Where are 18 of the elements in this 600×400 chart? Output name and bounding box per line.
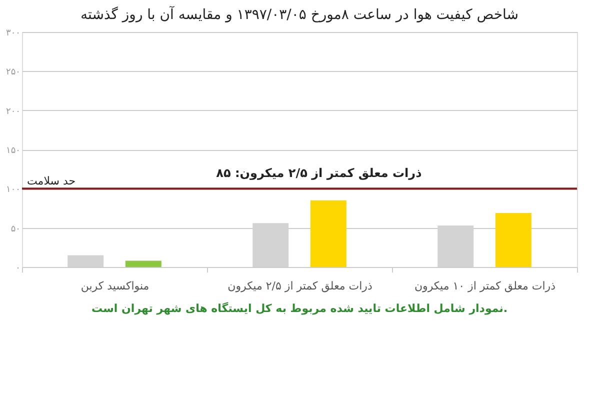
y-tick-label: ۲۰۰: [6, 106, 20, 117]
y-tick-label: ۵۰: [10, 224, 20, 234]
bar: [310, 200, 346, 267]
x-tick-label: منواکسید کربن: [80, 280, 150, 292]
bar: [495, 212, 532, 267]
y-tick-label: ۰: [16, 264, 20, 274]
bar: [68, 255, 104, 267]
y-tick-label: ۱۵۰: [6, 146, 20, 156]
ref-line-label: حد سلامت: [27, 174, 76, 188]
annotation: ذرات معلق کمتر از ۲/۵ میکرون: ۸۵: [216, 166, 422, 180]
y-tick-label: ۲۵۰: [6, 68, 20, 78]
text: نمودار شامل اطلاعات تایید شده مربوط به کل ایستگاه های شهر تهران است.: [91, 302, 508, 315]
y-tick-label: ۳۰۰: [6, 28, 20, 38]
bar: [125, 260, 162, 267]
x-tick-label: ذرات معلق کمتر از ۱۰ میکرون: [414, 280, 556, 292]
x-tick-label: ذرات معلق کمتر از ۲/۵ میکرون: [228, 280, 372, 292]
chart-title: شاخص کیفیت هوا در ساعت ۸مورخ ۱۳۹۷/۰۳/۰۵ و مقایسه آن با روز گذشته: [80, 5, 518, 23]
y-tick-label: ۱۰۰: [6, 185, 20, 196]
